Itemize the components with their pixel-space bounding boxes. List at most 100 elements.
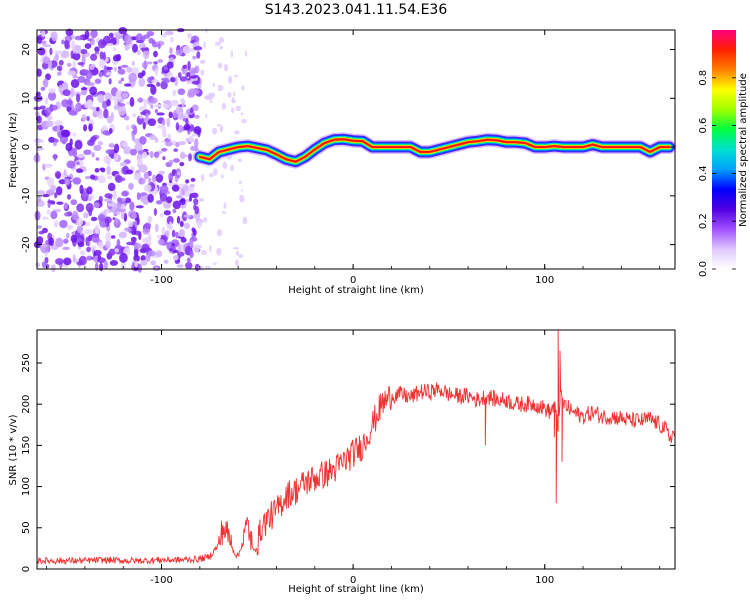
noise-blob	[42, 193, 50, 198]
noise-blob	[54, 50, 63, 55]
noise-blob	[190, 88, 200, 95]
noise-blob	[90, 245, 97, 250]
noise-blob	[107, 202, 114, 207]
noise-blob	[221, 211, 227, 214]
noise-blob	[137, 72, 144, 79]
noise-blob	[163, 210, 171, 216]
noise-blob	[83, 212, 89, 219]
noise-blob	[191, 227, 196, 233]
noise-blob	[200, 174, 205, 182]
noise-blob	[44, 163, 53, 168]
noise-blob	[235, 250, 240, 256]
noise-blob	[177, 113, 185, 120]
colorbar-label: Normalized spectral amplitude	[738, 73, 749, 227]
noise-blob	[115, 175, 123, 183]
noise-blob	[135, 205, 144, 209]
noise-blob	[196, 51, 201, 59]
noise-blob	[62, 246, 70, 251]
noise-blob	[189, 67, 196, 76]
noise-blob	[162, 132, 168, 138]
noise-blob	[175, 106, 182, 115]
noise-blob	[90, 216, 98, 222]
noise-blob	[120, 262, 126, 270]
noise-blob	[172, 158, 180, 163]
noise-blob	[193, 204, 197, 211]
noise-blob	[216, 124, 223, 127]
noise-blob	[50, 210, 58, 220]
noise-blob	[105, 239, 111, 250]
noise-blob	[223, 202, 227, 209]
noise-blob	[54, 170, 62, 179]
noise-blob	[168, 159, 174, 165]
snr-frame	[36, 329, 676, 570]
noise-blob	[146, 61, 153, 65]
noise-blob	[112, 217, 116, 221]
noise-blob	[121, 141, 128, 148]
noise-blob	[168, 221, 173, 230]
noise-blob	[152, 174, 157, 183]
noise-blob	[94, 78, 102, 84]
noise-blob	[97, 214, 106, 222]
noise-blob	[64, 212, 70, 217]
noise-blob	[70, 87, 75, 97]
noise-blob	[235, 105, 241, 111]
noise-blob	[160, 80, 168, 90]
noise-blob	[120, 77, 125, 82]
noise-blob	[85, 175, 91, 180]
noise-blob	[214, 41, 221, 46]
noise-blob	[142, 34, 150, 39]
noise-blob	[241, 189, 244, 192]
noise-blob	[157, 124, 166, 129]
noise-blob	[123, 83, 132, 87]
noise-blob	[147, 215, 153, 223]
noise-blob	[76, 217, 84, 227]
noise-blob	[66, 232, 70, 239]
noise-blob	[90, 136, 97, 141]
noise-blob	[85, 71, 93, 80]
noise-blob	[61, 39, 65, 45]
noise-blob	[36, 68, 42, 77]
noise-blob	[72, 177, 82, 185]
noise-blob	[94, 168, 100, 173]
noise-blob	[179, 76, 187, 82]
noise-blob	[141, 243, 150, 252]
noise-blob	[105, 232, 112, 242]
noise-blob	[74, 35, 84, 41]
noise-blob	[171, 184, 180, 192]
noise-blob	[103, 260, 109, 270]
noise-blob	[59, 219, 68, 229]
noise-blob	[175, 122, 180, 131]
noise-blob	[142, 151, 148, 159]
noise-blob	[124, 227, 132, 232]
noise-blob	[183, 123, 191, 131]
noise-blob	[97, 114, 105, 119]
noise-blob	[95, 157, 100, 161]
noise-blob	[129, 97, 135, 107]
noise-blob	[74, 103, 80, 109]
noise-blob	[205, 28, 208, 33]
noise-blob	[58, 84, 63, 93]
noise-blob	[86, 82, 95, 86]
noise-blob	[218, 36, 225, 43]
noise-blob	[217, 84, 224, 92]
noise-blob	[87, 99, 94, 108]
noise-blob	[183, 222, 190, 230]
noise-blob	[103, 155, 112, 164]
noise-blob	[34, 210, 41, 221]
noise-blob	[110, 112, 115, 122]
noise-blob	[154, 104, 162, 108]
noise-blob	[37, 190, 46, 195]
noise-blob	[223, 63, 229, 72]
noise-blob	[53, 220, 59, 228]
noise-blob	[196, 220, 202, 229]
noise-blob	[66, 62, 72, 67]
noise-blob	[150, 104, 154, 109]
noise-blob	[99, 262, 104, 272]
noise-blob	[47, 177, 54, 187]
noise-blob	[50, 264, 56, 273]
noise-blob	[72, 254, 76, 264]
noise-blob	[112, 189, 117, 200]
noise-blob	[108, 128, 113, 134]
noise-blob	[148, 177, 152, 184]
noise-blob	[168, 172, 174, 181]
